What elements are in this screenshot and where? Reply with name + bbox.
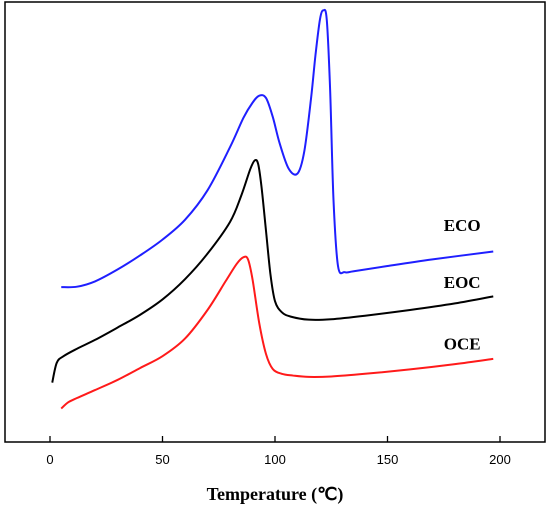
series-layer bbox=[51, 8, 494, 410]
series-line-eoc bbox=[51, 158, 494, 383]
x-axis-ticks: 0 50 100 150 200 bbox=[46, 436, 511, 467]
x-tick-label: 50 bbox=[155, 452, 169, 467]
series-label-eco: ECO bbox=[444, 216, 481, 235]
x-tick-label: 200 bbox=[489, 452, 511, 467]
series-label-eoc: EOC bbox=[444, 273, 481, 292]
series-line-eco bbox=[61, 8, 494, 289]
x-axis-label: Temperature (℃) bbox=[207, 484, 344, 505]
series-line-oce bbox=[60, 255, 494, 410]
x-tick-label: 150 bbox=[377, 452, 399, 467]
x-tick-label: 0 bbox=[46, 452, 53, 467]
series-label-oce: OCE bbox=[444, 335, 481, 354]
x-tick-label: 100 bbox=[264, 452, 286, 467]
series-labels: ECO EOC OCE bbox=[444, 216, 481, 354]
